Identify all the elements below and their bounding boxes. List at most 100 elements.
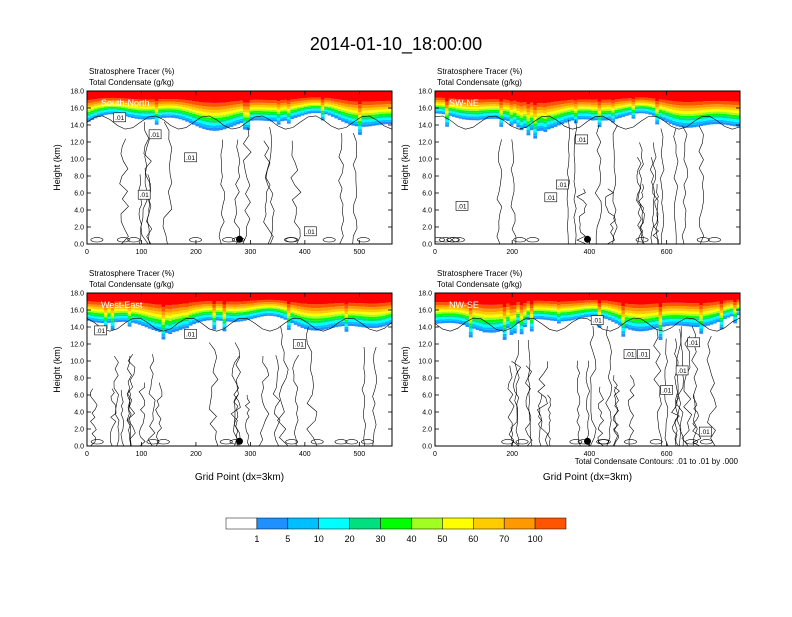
tracer-cell bbox=[712, 317, 717, 320]
tracer-cell bbox=[523, 309, 527, 312]
tracer-cell bbox=[212, 128, 217, 131]
tracer-cell bbox=[628, 98, 632, 101]
tracer-cell bbox=[448, 102, 453, 105]
tracer-cell bbox=[310, 103, 315, 105]
tracer-cell bbox=[645, 109, 649, 111]
tracer-cell bbox=[624, 112, 629, 115]
tracer-cell bbox=[496, 326, 500, 330]
tracer-cell bbox=[448, 316, 453, 320]
tracer-cell bbox=[236, 117, 240, 120]
tracer-cell bbox=[205, 301, 210, 304]
tracer-cell bbox=[314, 107, 318, 109]
tracer-cell bbox=[509, 121, 514, 124]
y-tick-label: 0.0 bbox=[74, 242, 84, 249]
tracer-cell bbox=[523, 116, 527, 119]
tracer-cell bbox=[141, 319, 146, 322]
contour-line bbox=[612, 375, 635, 446]
tracer-cell bbox=[451, 307, 456, 310]
tracer-cell bbox=[100, 302, 105, 305]
tracer-cell bbox=[276, 111, 281, 114]
tracer-cell bbox=[448, 107, 453, 110]
tracer-cell bbox=[645, 304, 649, 309]
tracer-cell bbox=[314, 316, 318, 319]
tracer-cell bbox=[354, 101, 359, 106]
tracer-cell bbox=[618, 316, 622, 319]
tracer-cell bbox=[344, 321, 349, 325]
tracer-cell bbox=[533, 300, 538, 304]
tracer-cell bbox=[144, 309, 149, 312]
tracer-cell bbox=[107, 91, 112, 98]
tracer-cell bbox=[485, 319, 490, 323]
tracer-cell bbox=[290, 111, 295, 114]
tracer-cell bbox=[553, 313, 558, 316]
tracer-cell bbox=[485, 113, 490, 116]
tracer-cell bbox=[97, 318, 101, 321]
tracer-cell bbox=[202, 313, 207, 316]
tracer-cell bbox=[496, 91, 500, 100]
panel-sw-ne: .01.01.01.010.02.04.06.08.010.012.014.01… bbox=[400, 67, 741, 256]
tracer-cell bbox=[300, 293, 305, 304]
tracer-cell bbox=[385, 104, 390, 107]
tracer-cell bbox=[584, 293, 588, 301]
tracer-cell bbox=[212, 118, 217, 121]
tracer-cell bbox=[368, 123, 373, 127]
tracer-cell bbox=[736, 301, 740, 304]
tracer-cell bbox=[716, 308, 721, 311]
tracer-cell bbox=[509, 91, 514, 102]
tracer-cell bbox=[192, 111, 196, 114]
tracer-cell bbox=[110, 320, 115, 323]
tracer-cell bbox=[577, 113, 582, 116]
tracer-cell bbox=[242, 121, 247, 125]
tracer-cell bbox=[371, 303, 376, 308]
contour-label: .01 bbox=[295, 342, 304, 349]
tracer-cell bbox=[509, 101, 514, 105]
tracer-cell bbox=[736, 110, 740, 114]
tracer-cell bbox=[672, 315, 677, 317]
tracer-cell bbox=[479, 328, 483, 332]
tracer-cell bbox=[158, 116, 162, 119]
x-tick-label: 400 bbox=[299, 451, 311, 458]
tracer-cell bbox=[516, 293, 521, 303]
tracer-cell bbox=[580, 115, 585, 118]
tracer-cell bbox=[482, 91, 487, 100]
tracer-cell bbox=[672, 116, 677, 119]
tracer-cell bbox=[222, 117, 227, 120]
tracer-cell bbox=[458, 293, 463, 303]
tracer-cell bbox=[151, 293, 156, 305]
tracer-cell bbox=[651, 100, 656, 103]
tracer-cell bbox=[286, 325, 291, 328]
tracer-cell bbox=[628, 313, 632, 316]
tracer-cell bbox=[553, 124, 558, 127]
tracer-cell bbox=[668, 91, 673, 101]
tracer-cell bbox=[195, 316, 200, 319]
tracer-cell bbox=[634, 101, 639, 104]
tracer-cell bbox=[475, 304, 480, 308]
tracer-cell bbox=[604, 300, 609, 304]
tracer-cell bbox=[337, 104, 342, 108]
colorbar-label: 5 bbox=[285, 534, 290, 544]
tracer-cell bbox=[492, 102, 497, 105]
tracer-cell bbox=[171, 101, 176, 104]
tracer-cell bbox=[526, 311, 531, 314]
tracer-cell bbox=[604, 312, 609, 314]
tracer-cell bbox=[557, 302, 561, 306]
tracer-cell bbox=[90, 301, 95, 305]
tracer-cell bbox=[482, 110, 487, 113]
tracer-cell bbox=[502, 106, 507, 109]
tracer-cell bbox=[682, 118, 687, 121]
tracer-cell bbox=[658, 315, 663, 319]
tracer-cell bbox=[273, 302, 278, 305]
tracer-cell bbox=[134, 313, 139, 316]
panel-label: South-North bbox=[101, 98, 150, 108]
colorbar-swatch bbox=[287, 517, 319, 530]
tracer-cell bbox=[314, 99, 318, 102]
tracer-cell bbox=[202, 301, 207, 305]
tracer-cell bbox=[451, 305, 456, 308]
tracer-cell bbox=[560, 91, 565, 101]
tracer-cell bbox=[716, 117, 721, 120]
tracer-cell bbox=[151, 318, 156, 321]
tracer-cell bbox=[695, 105, 700, 109]
tracer-cell bbox=[320, 116, 325, 119]
tracer-cell bbox=[124, 318, 129, 320]
tracer-cell bbox=[699, 309, 704, 313]
